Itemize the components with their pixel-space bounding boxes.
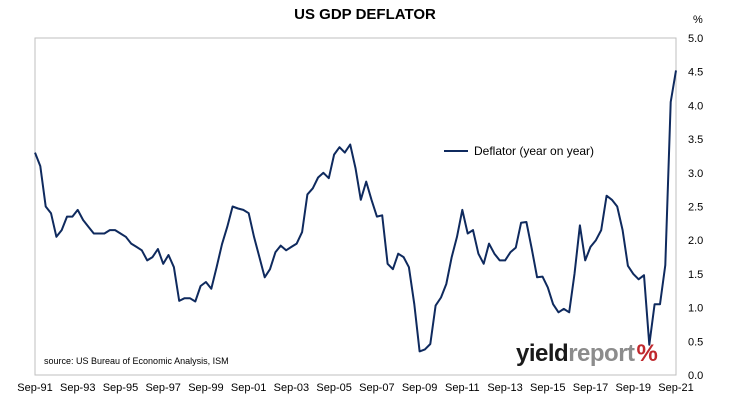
y-tick-label: 3.0 [688,168,703,180]
x-tick-label: Sep-09 [402,382,437,394]
y-tick-label: 1.5 [688,269,703,281]
legend-label: Deflator (year on year) [474,144,595,158]
x-tick-label: Sep-11 [445,382,480,394]
y-tick-label: 1.0 [688,303,703,315]
x-tick-label: Sep-07 [359,382,394,394]
logo-word-report: report [568,340,635,367]
y-tick-label: 2.0 [688,235,703,247]
y-tick-label: 5.0 [688,33,703,45]
legend-swatch [444,150,468,152]
x-tick-label: Sep-15 [530,382,565,394]
y-tick-label: 4.5 [688,67,703,79]
chart-title: US GDP DEFLATOR [294,6,436,23]
legend: Deflator (year on year) [444,144,594,158]
series-layer [34,70,677,353]
y-axis: 0.0 0.5 1.0 1.5 2.0 2.5 3.0 3.5 4.0 4.5 5.0 [688,33,703,382]
y-axis-unit: % [693,14,703,26]
plot-area [34,37,677,376]
x-tick-label: Sep-17 [573,382,608,394]
logo-word-yield: yield [516,340,569,367]
source-note: source: US Bureau of Economic Analysis, … [44,356,229,366]
x-tick-label: Sep-97 [145,382,180,394]
x-tick-label: Sep-99 [188,382,223,394]
x-tick-label: Sep-21 [658,382,693,394]
logo-percent-icon: % [636,340,658,367]
y-tick-label: 0.5 [688,336,703,348]
x-tick-label: Sep-03 [274,382,309,394]
x-tick-label: Sep-91 [17,382,52,394]
x-tick-label: Sep-95 [103,382,138,394]
logo-wordmark: yield report [516,340,635,368]
series-line-deflator [34,70,677,353]
y-tick-label: 0.0 [688,370,703,382]
yieldreport-logo: yield report % [516,340,658,368]
y-tick-label: 2.5 [688,202,703,214]
y-tick-label: 4.0 [688,100,703,112]
x-axis: Sep-91 Sep-93 Sep-95 Sep-97 Sep-99 Sep-01 Sep-… [17,382,693,394]
x-tick-label: Sep-93 [60,382,95,394]
y-tick-label: 3.5 [688,134,703,146]
x-tick-label: Sep-05 [316,382,351,394]
x-tick-label: Sep-19 [616,382,651,394]
x-tick-label: Sep-13 [487,382,522,394]
x-tick-label: Sep-01 [231,382,266,394]
